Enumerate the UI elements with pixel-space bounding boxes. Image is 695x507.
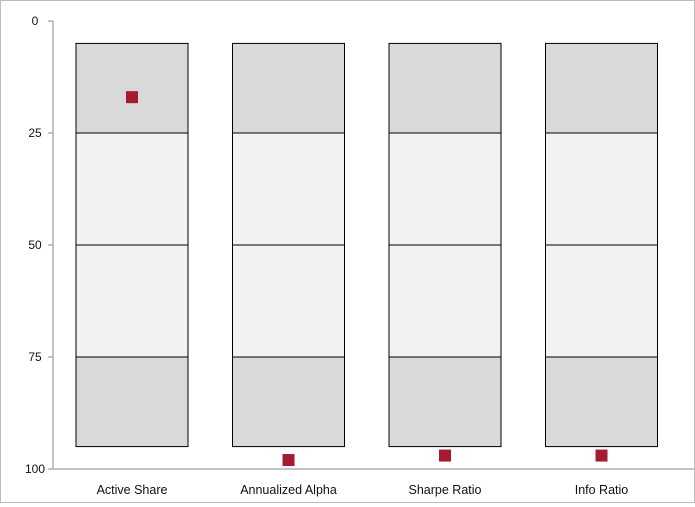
quartile-band <box>232 42 345 134</box>
quartile-band <box>75 244 189 358</box>
percentile-marker <box>439 449 451 462</box>
category-label: Info Ratio <box>575 483 629 497</box>
y-tick-label: 75 <box>28 350 42 364</box>
percentile-marker <box>282 454 295 467</box>
quartile-band <box>545 132 658 246</box>
percentile-marker <box>595 449 608 462</box>
y-tick-label: 0 <box>32 14 39 28</box>
category-label: Annualized Alpha <box>240 483 337 497</box>
quartile-band <box>388 42 502 134</box>
y-tick-label: 25 <box>28 126 42 140</box>
category-label: Sharpe Ratio <box>409 483 482 497</box>
quartile-band <box>388 356 502 448</box>
quartile-band <box>388 132 502 246</box>
quartile-band <box>232 356 345 448</box>
axes: Active Share Annualized Alpha Sharpe Ratio… <box>25 14 694 497</box>
quartile-band <box>545 42 658 134</box>
plot-area <box>75 42 658 448</box>
quartile-band <box>545 356 658 448</box>
quartile-band <box>545 244 658 358</box>
percentile-marker <box>126 91 138 104</box>
category-label: Active Share <box>97 483 168 497</box>
quartile-band <box>232 244 345 358</box>
quartile-band <box>232 132 345 246</box>
y-tick-label: 50 <box>28 238 42 252</box>
y-tick-label: 100 <box>25 462 45 476</box>
quartile-band <box>75 356 189 448</box>
chart-marks <box>126 91 608 467</box>
quartile-band <box>75 132 189 246</box>
quartile-band <box>75 42 189 134</box>
quartile-band <box>388 244 502 358</box>
